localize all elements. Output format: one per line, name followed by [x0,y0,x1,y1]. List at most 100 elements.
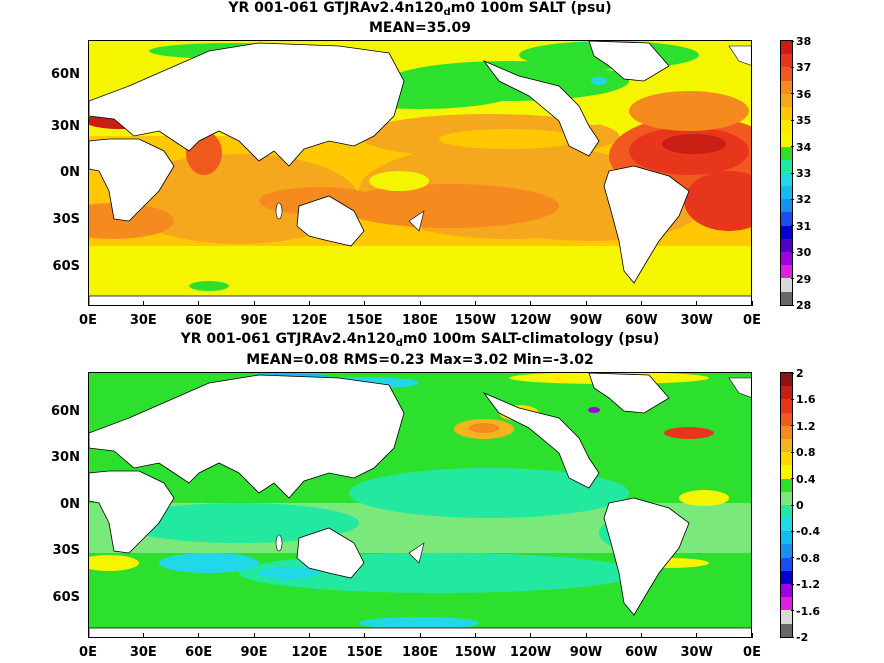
panel1-x-tick [474,301,476,306]
panel1-colorbar-label: 31 [796,219,812,233]
panel2-colorbar-tick [791,398,794,400]
panel2-x-tick [751,633,753,638]
panel2-colorbar-swatch [781,504,792,519]
panel2-ylabel-60s: 60S [52,590,80,605]
panel2-ylabel-60n: 60N [51,404,80,419]
panel1-x-label: 150W [454,313,497,328]
panel1-colorbar-swatch [781,80,792,94]
panel1-x-tick [142,301,144,306]
panel1-x-tick [530,301,532,306]
panel1-map-svg [89,41,751,305]
panel1-x-label: 60W [625,313,658,328]
panel2-x-label: 120E [291,645,328,660]
panel2-colorbar-swatch [781,425,792,439]
panel2-x-tick [142,633,144,638]
panel2-colorbar-swatch [781,399,792,413]
panel2-x-tick [474,633,476,638]
panel1-colorbar-label: 29 [796,272,812,286]
panel2-colorbar-swatch [781,623,792,637]
panel2-colorbar-tick [791,372,794,374]
panel1-x-label: 90E [240,313,268,328]
panel1-ylabel-30s: 30S [52,212,80,227]
panel1-x-tick [751,301,753,306]
panel1-colorbar-swatch [781,278,792,292]
panel2-colorbar-tick [791,504,794,506]
panel1-colorbar-swatch [781,41,792,55]
panel1-colorbar-tick [791,251,794,253]
panel2-colorbar-tick [791,557,794,559]
panel1-colorbar-tick [791,225,794,227]
panel2-x-tick [696,633,698,638]
panel1-colorbar-label: 32 [796,193,812,207]
panel1-colorbar [780,40,793,306]
panel1-colorbar-label: 34 [796,140,812,154]
panel2-colorbar-swatch [781,544,792,558]
panel2-colorbar-tick [791,636,794,638]
panel1-colorbar-swatch [781,252,792,266]
panel1-colorbar-label: 30 [796,246,812,260]
panel1-x-label: 0E [743,313,761,328]
panel1-colorbar-swatch [781,133,792,147]
panel1-ylabel-60s: 60S [52,259,80,274]
panel1-colorbar-label: 33 [796,167,812,180]
panel2-x-label: 0E [743,645,761,660]
panel2-colorbar-label: 2 [796,367,804,380]
panel2-x-label: 150W [454,645,497,660]
panel2-x-label: 150E [346,645,383,660]
panel1-colorbar-label: 28 [796,299,812,312]
panel2-colorbar-tick [791,530,794,532]
panel2-colorbar-label: -1.2 [796,578,821,592]
panel2-x-tick [253,633,255,638]
panel1-stats: MEAN=35.09 [368,20,472,36]
panel2-x-label: 60E [185,645,213,660]
panel1-colorbar-swatch [781,186,792,200]
panel2-colorbar-swatch [781,465,792,479]
panel2-colorbar-swatch [781,491,792,505]
panel1-colorbar-swatch [781,120,792,134]
panel2-x-tick [530,633,532,638]
panel2-x-label: 90W [569,645,603,660]
panel1-colorbar-swatch [781,238,792,252]
panel2-colorbar-swatch [781,584,792,598]
panel2-colorbar-label: -0.8 [796,551,821,565]
panel1-colorbar-swatch [781,212,792,226]
panel2-map [88,372,752,638]
panel2-colorbar-swatch [781,570,792,584]
panel1-x-label: 60E [185,313,213,328]
panel1-colorbar-swatch [781,172,792,187]
panel1-x-label: 120E [291,313,328,328]
panel1-colorbar-swatch [781,225,792,239]
panel1-map [88,40,752,306]
panel2-map-svg [89,373,751,637]
panel1-x-tick [308,301,310,306]
panel1-colorbar-tick [791,146,794,148]
panel1-x-tick [696,301,698,306]
panel1-colorbar-tick [791,66,794,68]
panel2-colorbar-swatch [781,478,792,492]
panel1-colorbar-label: 38 [796,35,812,48]
panel2-colorbar-tick [791,451,794,453]
panel2-x-label: 0E [79,645,97,660]
panel1-x-label: 30W [680,313,713,328]
panel1-x-tick [585,301,587,306]
panel1-x-label: 0E [79,313,97,328]
panel1-x-tick [364,301,366,306]
panel2-colorbar-tick [791,425,794,427]
panel2-colorbar-swatch [781,412,792,426]
panel2-colorbar-swatch [781,597,792,611]
panel2-stats: MEAN=0.08 RMS=0.23 Max=3.02 Min=-3.02 [246,352,594,368]
panel2-x-label: 120W [509,645,552,660]
panel2-colorbar-tick [791,583,794,585]
panel2-colorbar-swatch [781,557,792,571]
panel1-x-label: 30E [129,313,157,328]
panel1-title: YR 001-061 GTJRAv2.4n120dm0 100m SALT (p… [228,0,612,18]
panel2-x-tick [198,633,200,638]
panel2-x-label: 60W [625,645,658,660]
panel2-x-label: 180E [401,645,439,660]
panel2-ylabel-0n: 0N [60,497,80,512]
panel1-x-tick [640,301,642,306]
panel2-colorbar-label: 1.2 [796,419,816,433]
panel1-x-label: 90W [569,313,603,328]
panel2-x-tick [364,633,366,638]
panel1-colorbar-tick [791,40,794,42]
